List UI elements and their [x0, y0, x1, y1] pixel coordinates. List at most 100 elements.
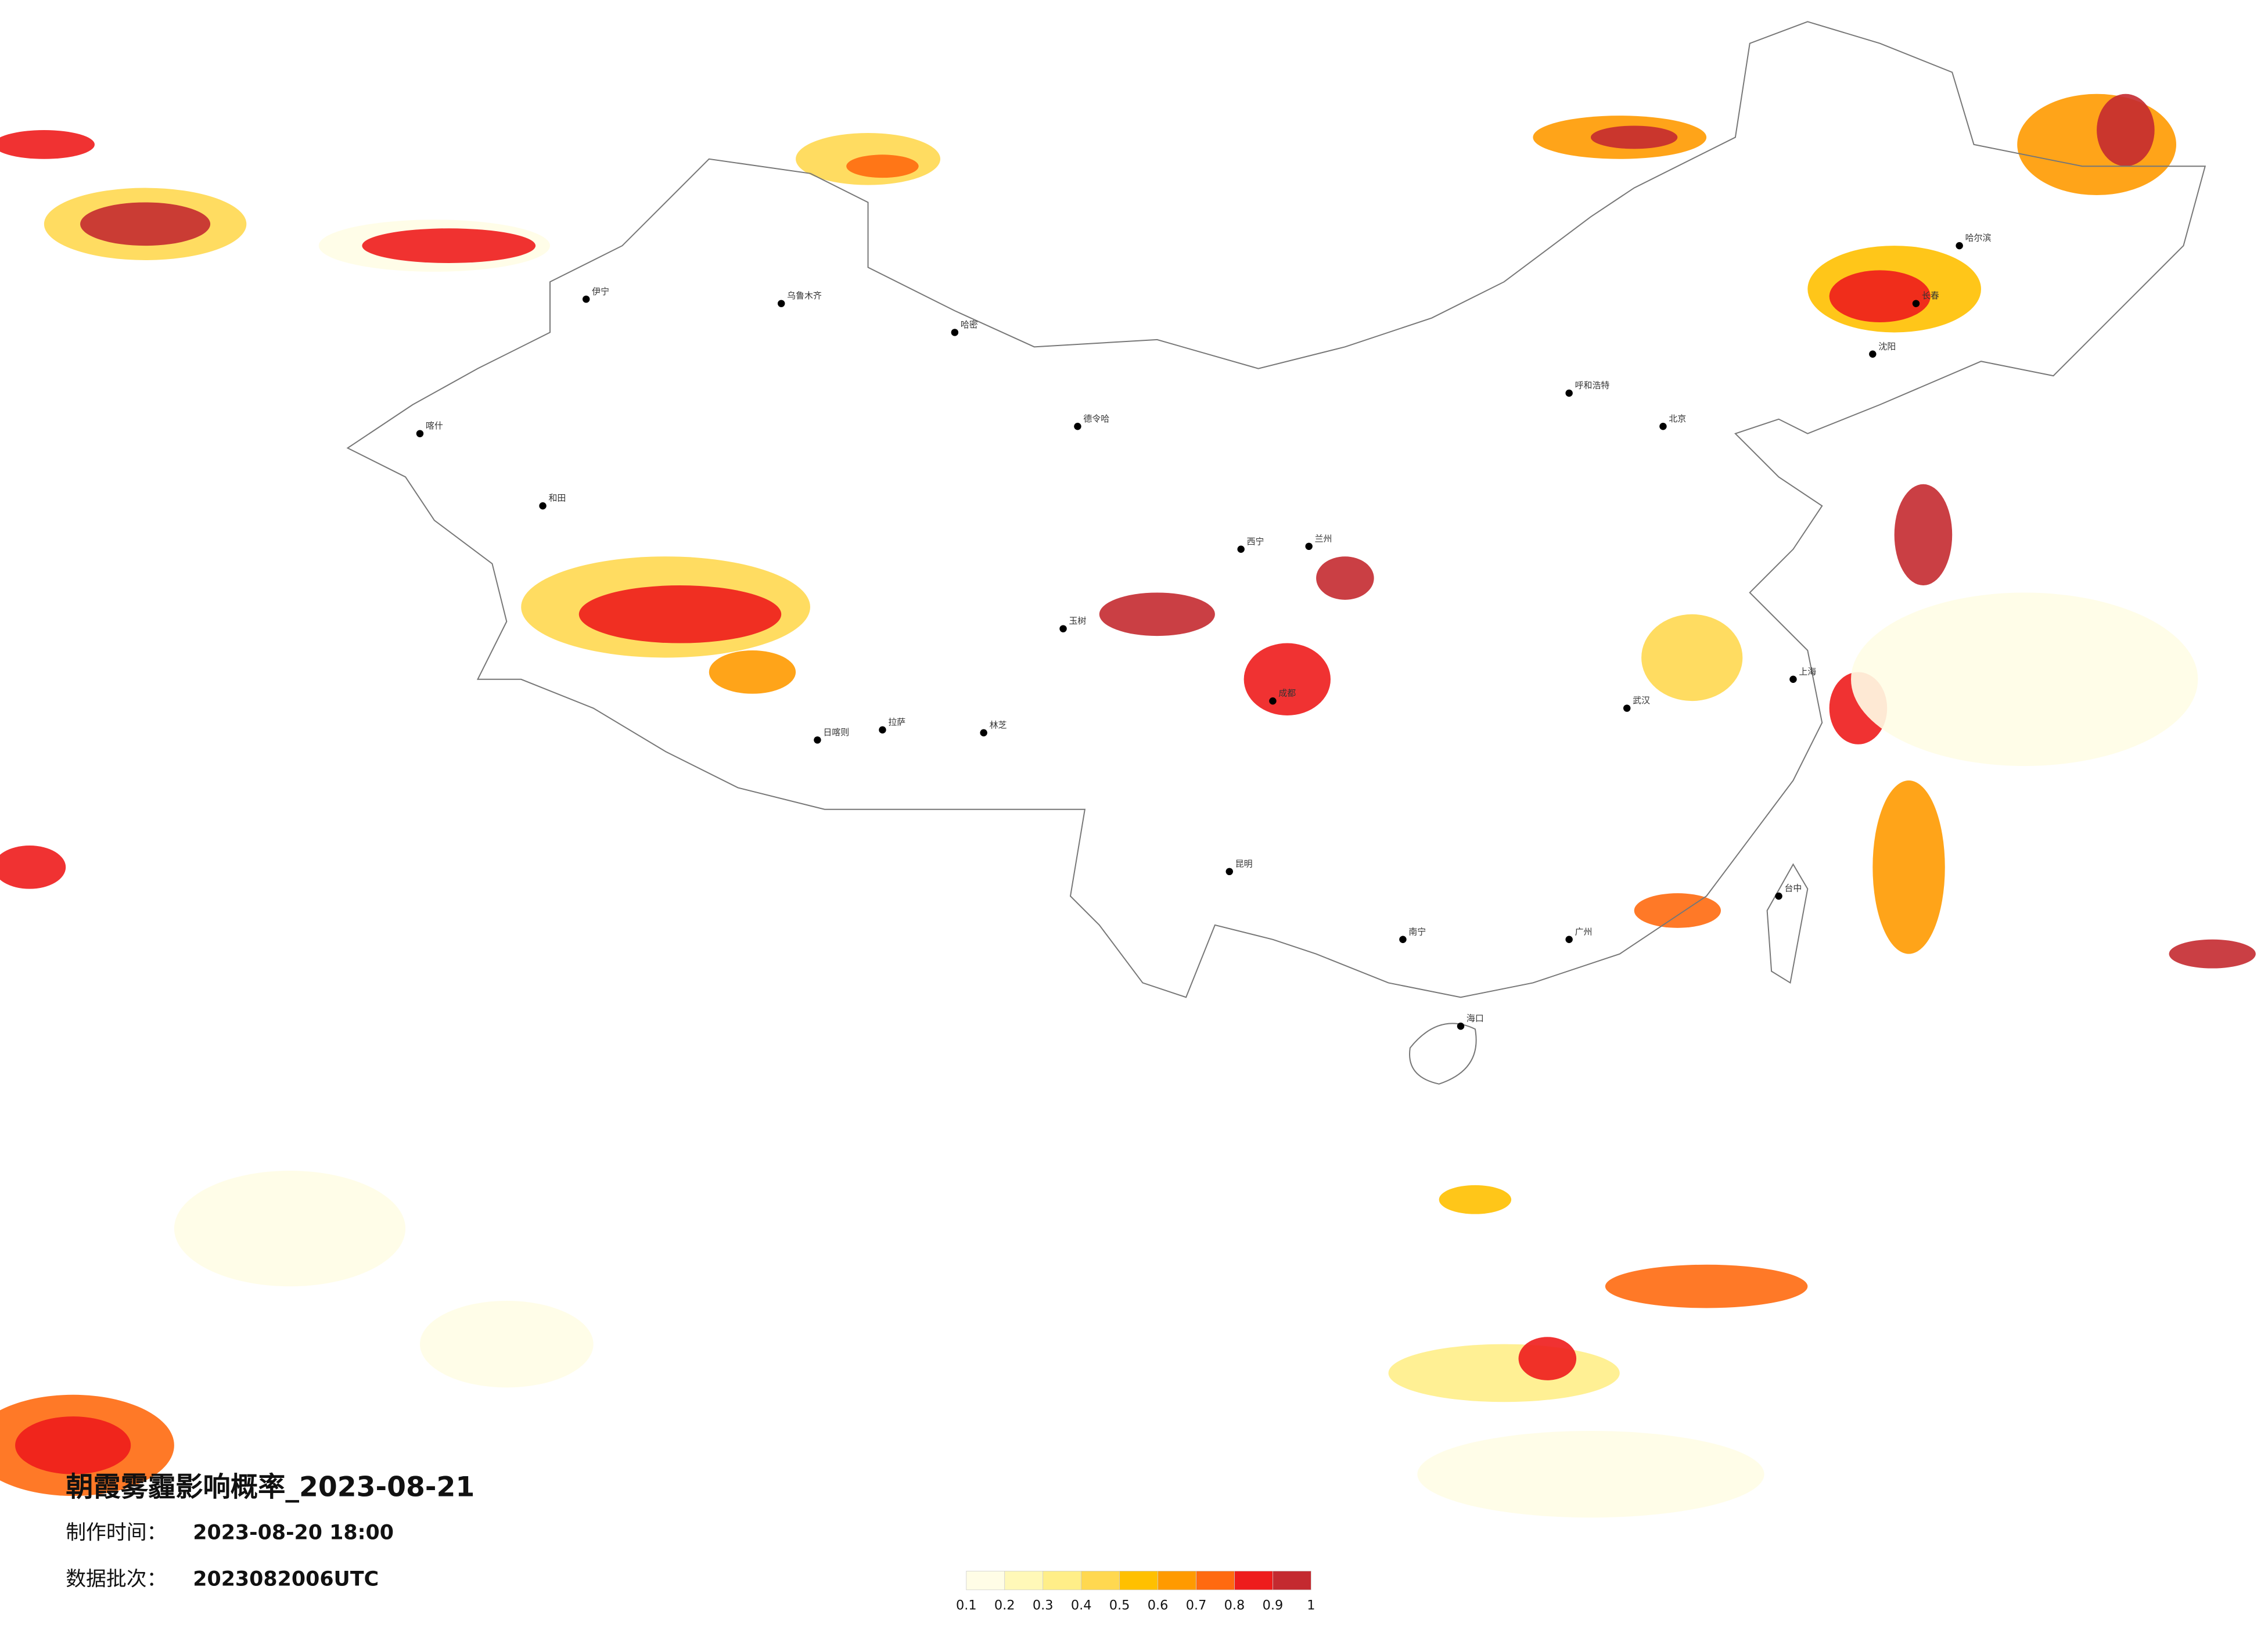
field-blob: [578, 585, 782, 643]
city-label: 和田: [549, 493, 566, 503]
field-blob: [1872, 780, 1945, 954]
field-blob: [1439, 1185, 1512, 1214]
city-dot: [777, 300, 785, 307]
colorbar-tick-label: 0.4: [1071, 1598, 1092, 1613]
colorbar-tick-label: 0.1: [956, 1598, 977, 1613]
field-blob: [1099, 592, 1215, 636]
field-blob: [419, 1301, 594, 1388]
china-outline: [346, 21, 2206, 1085]
city-label: 伊宁: [592, 286, 609, 297]
city-label: 台中: [1785, 883, 1802, 894]
city-label: 海口: [1467, 1013, 1484, 1024]
city-label: 乌鲁木齐: [787, 290, 822, 301]
colorbar-swatch: [1004, 1571, 1044, 1591]
city-dot: [980, 729, 987, 737]
city-label: 德令哈: [1083, 413, 1109, 424]
city-dot: [1059, 625, 1067, 632]
city-dot: [1623, 704, 1631, 712]
probability-field: [0, 93, 2256, 1518]
field-blob: [1590, 125, 1678, 149]
city-dot: [1565, 936, 1573, 943]
city-dot: [1775, 892, 1782, 900]
field-blob: [1605, 1264, 1808, 1308]
city-dot: [1457, 1022, 1465, 1030]
colorbar-swatch: [1273, 1571, 1311, 1591]
field-blob: [362, 228, 536, 263]
city-dot: [1225, 868, 1233, 876]
colorbar-tick-label: 0.7: [1186, 1598, 1207, 1613]
city-dot: [814, 736, 821, 744]
city-dot: [879, 726, 886, 734]
field-blob: [2017, 93, 2176, 195]
city-dot: [1269, 697, 1277, 705]
field-blob: [1634, 893, 1721, 928]
field-blob: [2169, 939, 2256, 969]
city-label: 长春: [1922, 290, 1939, 301]
colorbar: 0.1 0.2 0.3 0.4 0.5 0.6 0.7 0.8 0.9 1: [956, 1571, 1315, 1613]
field-blob: [2097, 93, 2155, 167]
city-label: 哈密: [961, 319, 978, 330]
city-label: 玉树: [1069, 616, 1087, 626]
city-label: 呼和浩特: [1575, 380, 1610, 391]
city-label: 沈阳: [1878, 341, 1896, 351]
city-label: 上海: [1799, 666, 1816, 677]
colorbar-swatch: [1196, 1571, 1235, 1591]
city-dot: [1912, 300, 1920, 307]
city-label: 北京: [1669, 413, 1686, 424]
city-label: 哈尔滨: [1965, 233, 1992, 243]
city-dot: [1074, 423, 1081, 430]
city-dot: [1789, 675, 1797, 683]
city-dot: [951, 329, 959, 336]
field-blob: [1417, 1431, 1764, 1518]
colorbar-tick-label: 0.8: [1224, 1598, 1245, 1613]
city-dot: [1399, 936, 1407, 943]
city-label: 成都: [1278, 688, 1296, 699]
city-dot: [1956, 242, 1963, 250]
field-blob: [80, 202, 211, 246]
colorbar-swatch: [966, 1571, 1005, 1591]
field-blob: [1894, 484, 1953, 585]
field-blob: [846, 154, 919, 178]
city-label: 昆明: [1235, 858, 1253, 869]
field-blob: [174, 1171, 406, 1287]
map-title: 朝霞雾霾影响概率_2023-08-21: [66, 1472, 475, 1503]
colorbar-tick-label: 1: [1307, 1598, 1315, 1613]
city-label: 林芝: [990, 720, 1007, 730]
colorbar-swatch: [1158, 1571, 1196, 1591]
field-blob: [15, 1416, 131, 1474]
colorbar-tick-label: 0.3: [1033, 1598, 1054, 1613]
city-label: 武汉: [1633, 695, 1650, 706]
field-blob: [709, 650, 796, 694]
field-blob: [0, 130, 95, 159]
batch-label: 数据批次：: [66, 1567, 167, 1591]
city-dot: [1869, 350, 1877, 358]
field-blob: [1850, 592, 2198, 767]
colorbar-swatch: [1043, 1571, 1082, 1591]
colorbar-tick-label: 0.2: [994, 1598, 1015, 1613]
city-label: 拉萨: [888, 717, 905, 727]
city-label: 西宁: [1247, 536, 1264, 546]
field-blob: [1388, 1344, 1620, 1402]
colorbar-tick-label: 0.5: [1109, 1598, 1130, 1613]
city-dot: [539, 502, 547, 510]
city-dot: [582, 295, 590, 303]
colorbar-swatch: [1081, 1571, 1120, 1591]
city-dot: [1305, 542, 1313, 551]
colorbar-tick-label: 0.9: [1263, 1598, 1284, 1613]
city-dot: [1565, 389, 1573, 397]
city-label: 喀什: [426, 420, 443, 431]
city-label: 兰州: [1315, 533, 1332, 544]
city-dot: [1237, 545, 1245, 553]
field-blob: [1829, 270, 1931, 323]
city-dot: [416, 430, 424, 437]
made-value: 2023-08-20 18:00: [193, 1521, 394, 1545]
city-label: 南宁: [1408, 926, 1426, 937]
field-blob: [1641, 614, 1743, 702]
made-label: 制作时间：: [66, 1521, 167, 1545]
field-blob: [1316, 556, 1374, 600]
colorbar-swatch: [1119, 1571, 1158, 1591]
colorbar-swatch: [1234, 1571, 1273, 1591]
field-blob: [1518, 1337, 1577, 1380]
batch-value: 2023082006UTC: [193, 1567, 379, 1591]
